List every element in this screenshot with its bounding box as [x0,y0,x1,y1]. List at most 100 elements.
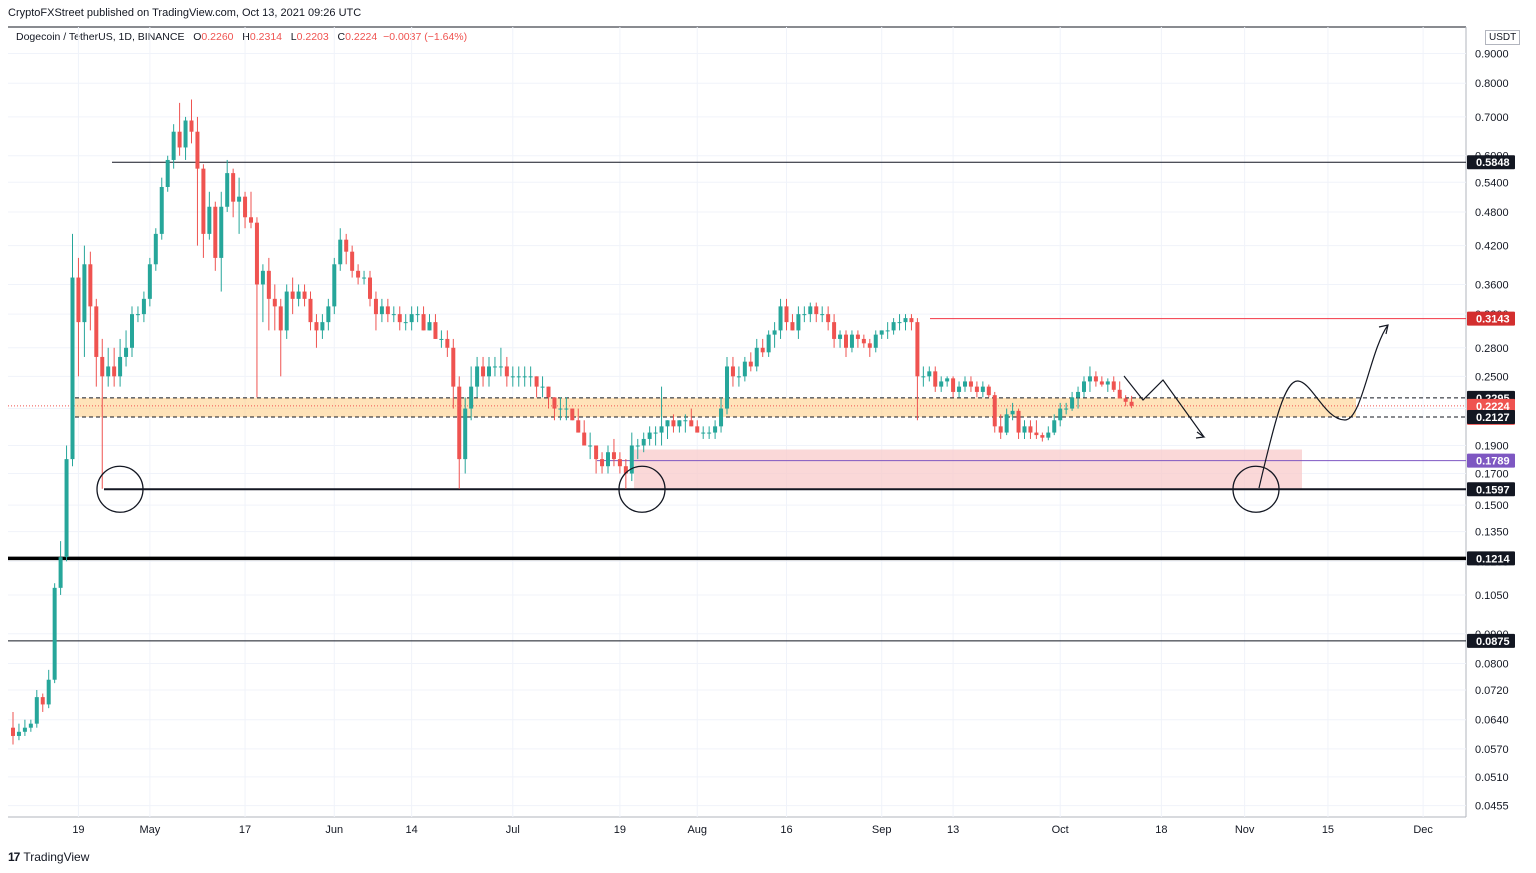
candle-body [617,459,622,467]
candle-body [1058,408,1063,421]
candle-body [623,466,628,474]
candle-body [778,306,783,331]
candle-body [207,206,212,234]
candle-body [754,347,759,367]
support-circle-projection [1232,465,1280,513]
candle-body [130,314,134,348]
y-tick-label: 0.9000 [1475,49,1509,61]
x-tick-label: Nov [1235,824,1255,836]
candle-body [885,330,890,332]
price-label-box [1467,453,1515,468]
candle-body [58,557,63,588]
x-tick-label: 16 [780,824,792,836]
tradingview-footer: 17 TradingView [8,850,89,864]
candle-body [540,386,545,388]
symbol-name: Dogecoin / TetherUS, 1D, BINANCE [16,31,185,43]
candle-body [736,376,741,378]
y-tick-label: 0.0640 [1475,715,1509,727]
candle-body [266,270,271,299]
candle-body [1052,420,1057,433]
y-tick-label: 0.1700 [1475,469,1509,481]
tradingview-logo-icon: 17 [8,850,20,864]
price-label-text: 0.1597 [1476,484,1510,496]
candle-body [1082,381,1086,392]
candle-body [11,727,15,736]
currency-unit-label[interactable]: USDT [1485,30,1521,45]
price-label-box [1467,551,1515,566]
candle-body [302,291,307,299]
y-tick-label: 0.2800 [1475,343,1509,355]
candle-body [730,366,735,377]
candle-body [897,322,902,324]
candle-body [891,322,896,331]
candle-body [933,371,938,387]
candle-body [855,334,860,339]
candle-body [219,206,224,258]
candle-body [921,376,926,378]
candle-body [492,366,497,368]
y-tick-label: 0.0800 [1475,658,1509,670]
y-tick-label: 0.4800 [1475,207,1509,219]
candle-body [647,432,652,439]
candle-body [177,131,182,148]
y-tick-label: 0.0455 [1475,801,1509,813]
candle-body [665,420,670,427]
supply-zone [75,397,1356,418]
candle-body [1111,381,1116,390]
candle-body [832,322,837,339]
candle-body [421,314,426,331]
candle-body [118,356,123,377]
candle-body [1004,414,1009,433]
candle-body [487,366,491,377]
candle-body [112,366,117,377]
candle-body [82,264,87,323]
y-tick-label: 0.7000 [1475,112,1509,124]
candle-body [861,338,866,344]
demand-zone [634,449,1302,490]
y-tick-label: 0.1900 [1475,440,1509,452]
candle-body [701,432,706,434]
candle-body [1093,376,1098,382]
candle-body [475,366,480,387]
candle-body [243,196,248,218]
candle-body [1070,397,1075,409]
candle-body [992,395,997,427]
candle-body [124,347,129,357]
candle-body [284,291,289,331]
support-circle-july [618,465,666,513]
x-tick-label: Jul [506,824,520,836]
candle-body [980,386,985,392]
candle-body [254,222,259,285]
close-label: C [337,31,346,43]
candle-body [165,159,170,187]
candle-body [909,318,914,323]
candle-body [671,420,676,427]
candle-body [808,306,813,315]
candle-body [397,314,402,323]
symbol-ohlc-legend: Dogecoin / TetherUS, 1D, BINANCE O0.2260… [16,31,467,43]
candle-body [320,322,325,331]
candle-body [838,334,843,339]
candle-body [588,445,593,447]
x-tick-label: Oct [1052,824,1069,836]
price-label-text: 0.2127 [1476,412,1510,424]
candle-body [260,270,265,285]
high-label: H [242,31,250,43]
candle-body [147,264,152,299]
price-label-text: 0.0875 [1476,636,1510,648]
candle-body [350,251,355,271]
candle-body [338,239,343,265]
candle-body [826,314,831,323]
candle-body [951,378,956,392]
candle-body [558,408,563,410]
candle-body [683,420,688,422]
open-label: O [193,31,202,43]
candle-body [844,334,848,348]
candle-body [189,120,194,132]
candle-body [1087,376,1092,382]
x-tick-label: 19 [72,824,84,836]
candle-body [296,291,301,299]
candle-body [641,438,646,446]
candle-body [379,306,384,315]
